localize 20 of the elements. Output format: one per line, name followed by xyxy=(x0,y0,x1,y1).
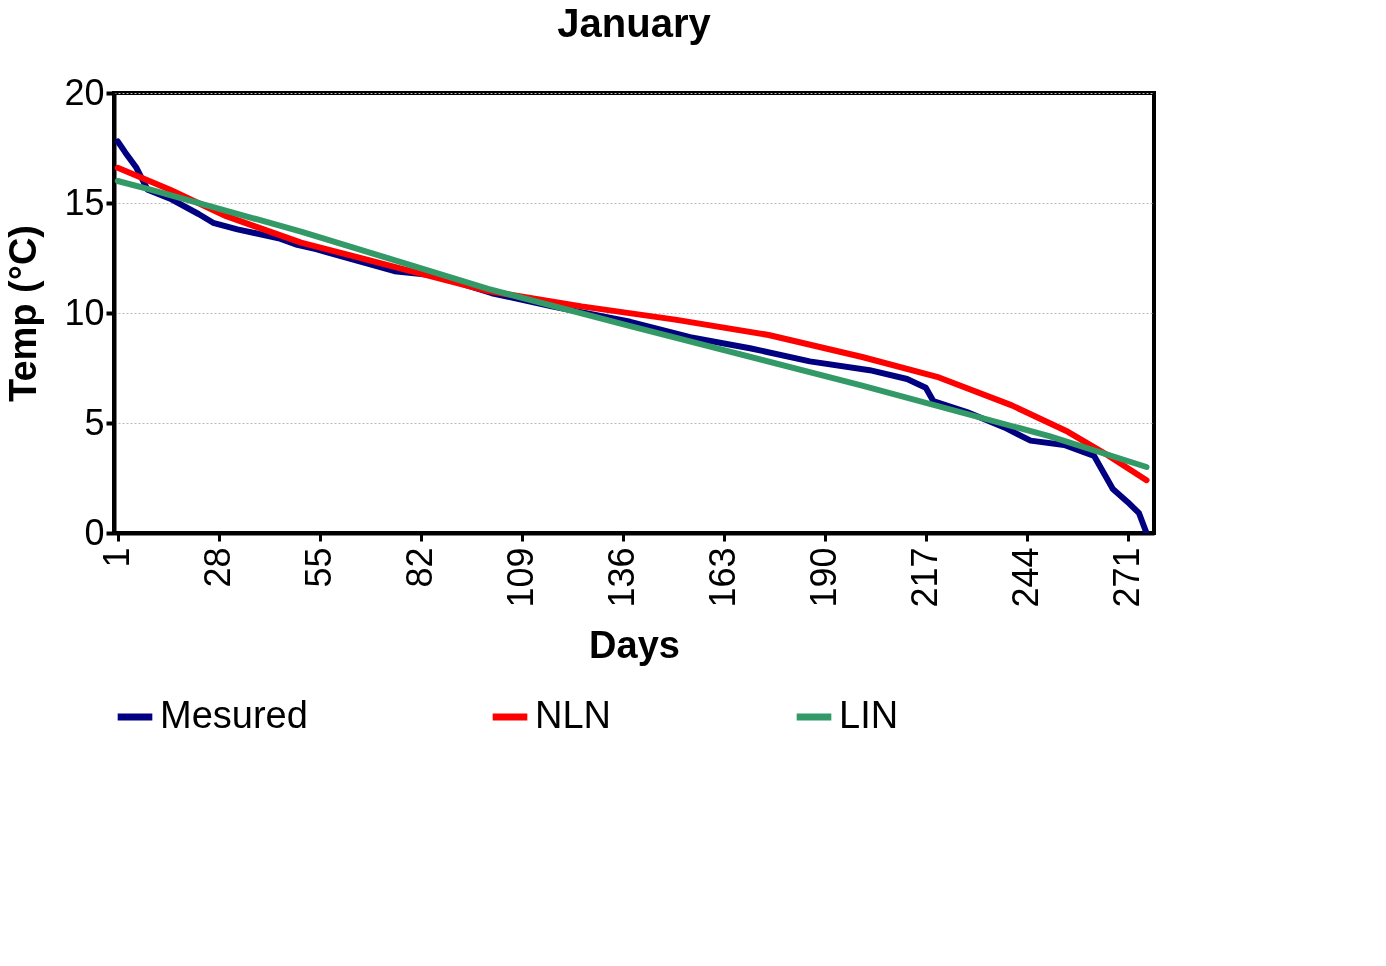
x-axis-title: Days xyxy=(589,623,680,666)
chart-title: January xyxy=(557,1,712,45)
y-tick-label: 10 xyxy=(64,291,105,333)
legend-label: NLN xyxy=(535,694,612,736)
x-tick-label: 163 xyxy=(702,547,744,608)
legend-label: LIN xyxy=(839,694,899,736)
x-tick-label: 136 xyxy=(601,547,643,608)
y-tick-label: 5 xyxy=(84,401,105,443)
legend-label: Mesured xyxy=(160,694,308,736)
y-tick-label: 15 xyxy=(64,181,105,223)
y-axis-title: Temp (°C) xyxy=(2,224,45,403)
x-tick-label: 82 xyxy=(399,547,441,588)
y-tick-label: 20 xyxy=(64,71,105,113)
x-tick-label: 271 xyxy=(1106,547,1148,608)
x-tick-label: 244 xyxy=(1005,547,1047,608)
x-tick-label: 109 xyxy=(500,547,542,608)
x-tick-label: 217 xyxy=(904,547,946,608)
x-tick-label: 190 xyxy=(803,547,845,608)
x-tick-label: 55 xyxy=(298,547,340,588)
x-tick-label: 28 xyxy=(197,547,239,588)
